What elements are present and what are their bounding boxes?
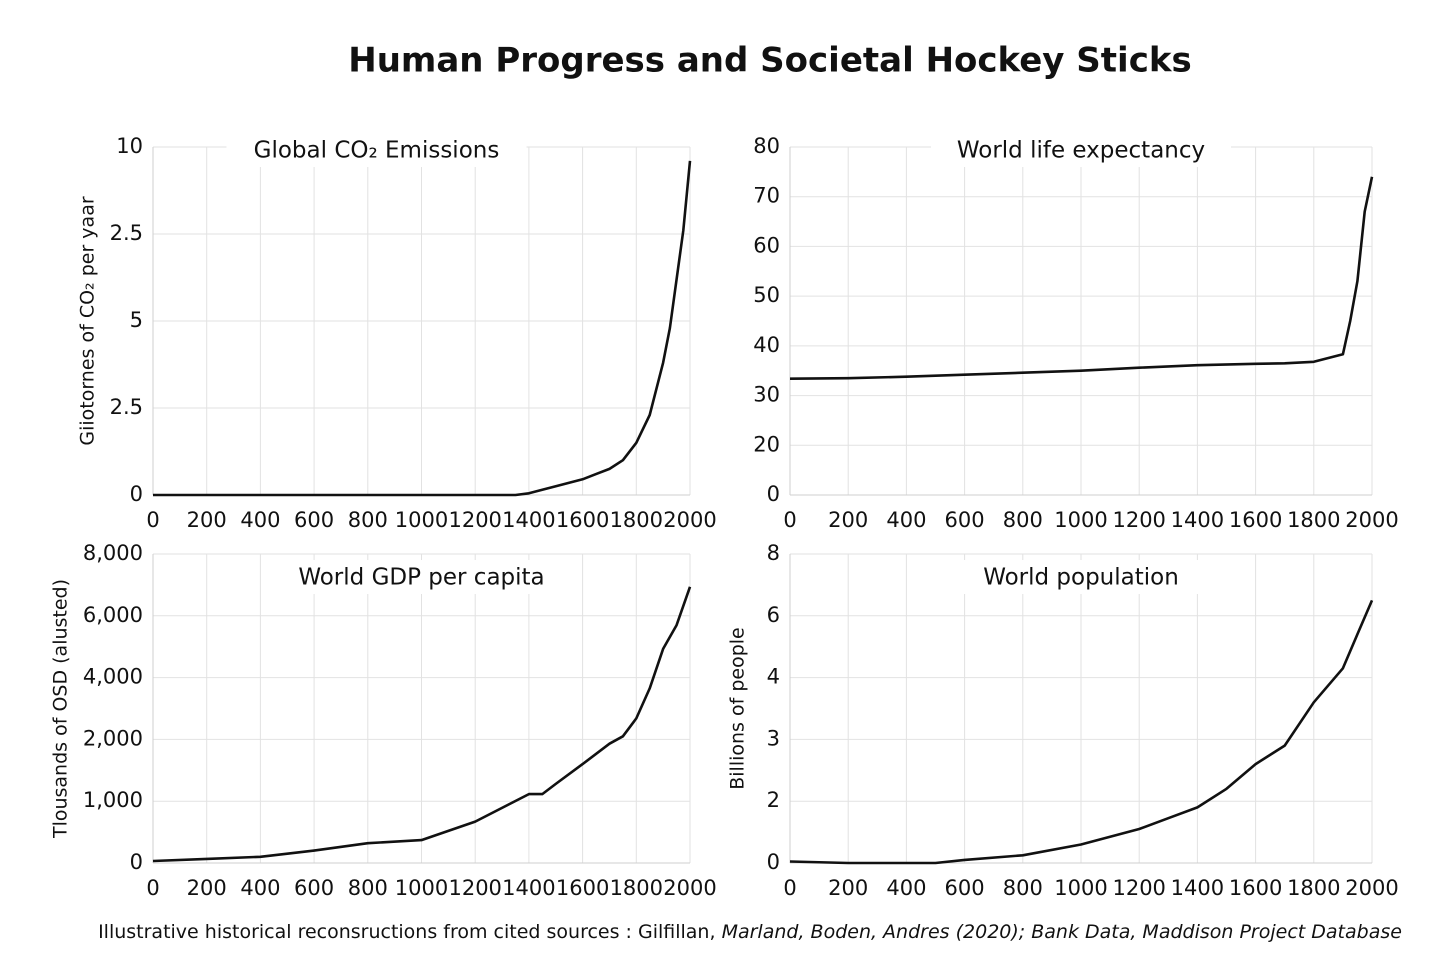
y-tick-label: 4 xyxy=(767,665,780,689)
y-tick-label: 5 xyxy=(130,308,143,332)
x-tick-label: 200 xyxy=(828,876,868,900)
x-tick-label: 1800 xyxy=(610,876,663,900)
y-tick-label: 60 xyxy=(753,233,780,257)
y-tick-label: 50 xyxy=(753,283,780,307)
x-tick-label: 1400 xyxy=(502,508,555,532)
footer-italic: Marland, Boden, Andres (2020); Bank Data… xyxy=(722,921,1402,943)
y-tick-label: 2,000 xyxy=(83,726,143,750)
y-axis-label: Tlousands of OSD (alusted) xyxy=(50,579,72,839)
figure-title: Human Progress and Societal Hockey Stick… xyxy=(348,41,1191,81)
x-tick-label: 800 xyxy=(348,876,388,900)
y-tick-label: 2.5 xyxy=(110,395,143,419)
y-tick-label: 0 xyxy=(130,850,143,874)
x-tick-label: 1600 xyxy=(1229,876,1282,900)
y-tick-label: 10 xyxy=(116,134,143,158)
y-tick-label: 6 xyxy=(767,603,780,627)
x-tick-label: 800 xyxy=(348,508,388,532)
x-tick-label: 1000 xyxy=(395,876,448,900)
x-tick-label: 1200 xyxy=(448,508,501,532)
x-tick-label: 1400 xyxy=(1171,876,1224,900)
x-tick-label: 1200 xyxy=(1112,876,1165,900)
line xyxy=(153,160,692,497)
x-tick-label: 400 xyxy=(240,508,280,532)
x-tick-label: 1200 xyxy=(1112,508,1165,532)
y-tick-label: 2.5 xyxy=(110,221,143,245)
y-axis-label: Billions of people xyxy=(727,627,749,790)
x-tick-label: 200 xyxy=(828,508,868,532)
x-tick-label: 2000 xyxy=(1345,508,1398,532)
title-background xyxy=(931,133,1231,167)
title-background xyxy=(226,133,527,167)
x-tick-label: 400 xyxy=(886,508,926,532)
x-tick-label: 1800 xyxy=(1287,876,1340,900)
y-tick-label: 3 xyxy=(767,726,780,750)
subplot-title: World population xyxy=(983,565,1179,591)
x-tick-label: 1600 xyxy=(556,508,609,532)
footer: Illustrative historical reconsructions f… xyxy=(98,921,1402,943)
x-tick-label: 200 xyxy=(187,876,227,900)
y-tick-label: 4,000 xyxy=(83,665,143,689)
subplot-title: World GDP per capita xyxy=(298,565,544,591)
y-tick-label: 0 xyxy=(767,850,780,874)
x-tick-label: 0 xyxy=(783,508,796,532)
subplot-title: Global CO₂ Emissions xyxy=(254,138,500,164)
line xyxy=(789,599,1374,865)
y-tick-label: 40 xyxy=(753,333,780,357)
x-tick-label: 400 xyxy=(886,876,926,900)
y-tick-label: 80 xyxy=(753,134,780,158)
x-tick-label: 1600 xyxy=(556,876,609,900)
x-tick-label: 1400 xyxy=(1171,508,1224,532)
x-tick-label: 1800 xyxy=(1287,508,1340,532)
x-tick-label: 600 xyxy=(294,876,334,900)
title-background xyxy=(271,560,572,594)
y-tick-label: 8,000 xyxy=(83,541,143,565)
y-tick-label: 1,000 xyxy=(83,788,143,812)
x-tick-label: 1600 xyxy=(1229,508,1282,532)
x-tick-label: 0 xyxy=(146,876,159,900)
x-tick-label: 1000 xyxy=(1054,876,1107,900)
x-tick-label: 600 xyxy=(945,876,985,900)
line xyxy=(789,176,1374,380)
subplot-title: World life expectancy xyxy=(957,138,1205,164)
x-tick-label: 600 xyxy=(945,508,985,532)
y-tick-label: 2 xyxy=(767,788,780,812)
x-tick-label: 400 xyxy=(240,876,280,900)
x-tick-label: 0 xyxy=(146,508,159,532)
y-axis-label: Giiotornes of CO₂ per yaar xyxy=(77,196,99,445)
y-tick-label: 20 xyxy=(753,432,780,456)
x-tick-label: 800 xyxy=(1003,876,1043,900)
x-tick-label: 2000 xyxy=(663,876,716,900)
x-tick-label: 1200 xyxy=(448,876,501,900)
x-tick-label: 0 xyxy=(783,876,796,900)
x-tick-label: 1800 xyxy=(610,508,663,532)
y-tick-label: 8 xyxy=(767,541,780,565)
x-tick-label: 200 xyxy=(187,508,227,532)
y-tick-label: 6,000 xyxy=(83,603,143,627)
x-tick-label: 800 xyxy=(1003,508,1043,532)
footer-text: Illustrative historical reconsructions f… xyxy=(98,921,715,943)
x-tick-label: 2000 xyxy=(663,508,716,532)
line xyxy=(152,586,692,863)
x-tick-label: 600 xyxy=(294,508,334,532)
x-tick-label: 1000 xyxy=(395,508,448,532)
x-tick-label: 2000 xyxy=(1345,876,1398,900)
y-tick-label: 0 xyxy=(767,482,780,506)
y-tick-label: 0 xyxy=(130,482,143,506)
x-tick-label: 1000 xyxy=(1054,508,1107,532)
x-tick-label: 1400 xyxy=(502,876,555,900)
y-tick-label: 30 xyxy=(753,383,780,407)
title-background xyxy=(931,560,1231,594)
y-tick-label: 70 xyxy=(753,184,780,208)
